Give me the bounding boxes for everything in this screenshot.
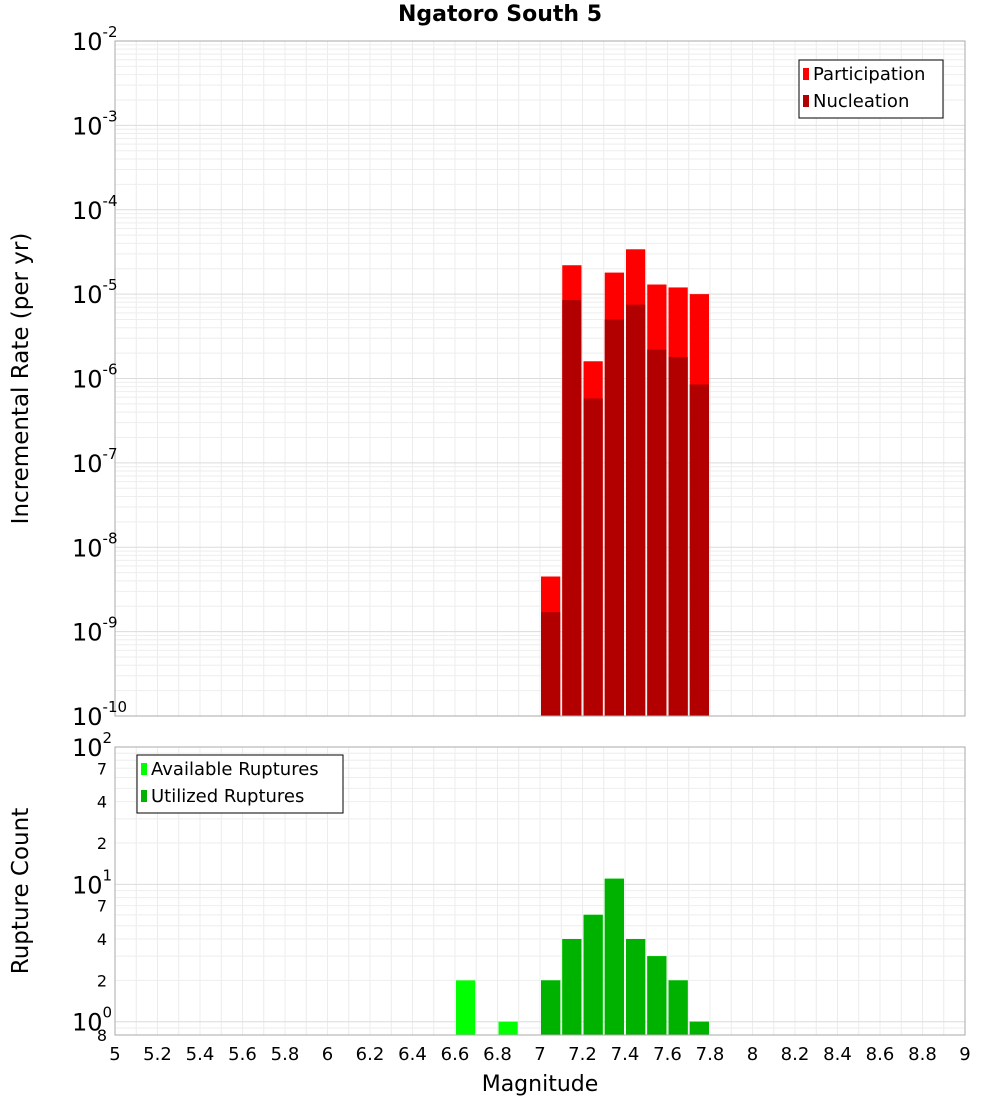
bar-utilized-ruptures <box>647 956 667 1035</box>
y-tick-label: 8 <box>97 1026 107 1045</box>
legend-swatch <box>803 68 809 80</box>
y-axis-label: Rupture Count <box>8 808 34 974</box>
x-tick-label: 9 <box>959 1044 970 1065</box>
legend-label: Participation <box>813 64 925 85</box>
x-tick-label: 8 <box>747 1044 758 1065</box>
y-tick-label: 7 <box>97 759 107 778</box>
x-tick-label: 8.6 <box>866 1044 895 1065</box>
x-tick-label: 8.8 <box>908 1044 937 1065</box>
x-tick-label: 6.4 <box>398 1044 427 1065</box>
y-tick-label: 7 <box>97 897 107 916</box>
y-axis-label: Incremental Rate (per yr) <box>8 233 34 525</box>
plot-border <box>114 40 966 717</box>
bar-nucleation <box>541 612 561 716</box>
plot-border <box>114 746 966 1036</box>
page-title: Ngatoro South 5 <box>397 2 603 27</box>
legend-label: Available Ruptures <box>151 759 319 780</box>
y-tick-label: 2 <box>97 971 107 990</box>
bar-nucleation <box>668 356 688 716</box>
bar-utilized-ruptures <box>604 878 624 1035</box>
bar-nucleation <box>562 300 582 716</box>
y-tick-label: 10-5 <box>72 276 118 309</box>
x-tick-label: 7.6 <box>653 1044 682 1065</box>
bar-utilized-ruptures <box>541 980 561 1035</box>
bar-utilized-ruptures <box>689 1021 709 1035</box>
y-tick-label: 10-7 <box>72 445 118 478</box>
legend-swatch <box>141 763 147 775</box>
rupture-count-panel: Available Ruptures Utilized Ruptures <box>114 746 966 1036</box>
legend-label: Utilized Ruptures <box>151 786 304 807</box>
x-tick-label: 8.2 <box>781 1044 810 1065</box>
legend-swatch <box>141 790 147 802</box>
bar-nucleation <box>626 304 646 716</box>
legend-box <box>798 59 944 119</box>
y-tick-label: 10-8 <box>72 529 118 562</box>
bar-utilized-ruptures <box>562 939 582 1035</box>
x-tick-label: 7.2 <box>568 1044 597 1065</box>
bar-utilized-ruptures <box>668 980 688 1035</box>
y-tick-label: 101 <box>72 866 112 899</box>
x-tick-label: 7.4 <box>611 1044 640 1065</box>
x-tick-label: 6.2 <box>356 1044 385 1065</box>
bar-nucleation <box>689 384 709 716</box>
y-tick-label: 10-9 <box>72 614 118 647</box>
x-tick-label: 7.8 <box>696 1044 725 1065</box>
bar-nucleation <box>583 398 603 716</box>
legend: Participation Nucleation <box>798 59 944 119</box>
y-tick-label: 2 <box>97 834 107 853</box>
legend-label: Nucleation <box>813 91 909 112</box>
x-tick-label: 5.4 <box>186 1044 215 1065</box>
y-tick-label: 100 <box>72 1004 112 1037</box>
bar-nucleation <box>604 319 624 716</box>
y-tick-label: 10-10 <box>72 698 127 731</box>
x-tick-label: 6.8 <box>483 1044 512 1065</box>
y-tick-label: 4 <box>97 793 107 812</box>
x-tick-label: 5.2 <box>143 1044 172 1065</box>
x-tick-label: 7 <box>534 1044 545 1065</box>
legend-swatch <box>803 95 809 107</box>
x-tick-label: 5 <box>109 1044 120 1065</box>
x-tick-label: 5.6 <box>228 1044 257 1065</box>
bar-nucleation <box>647 349 667 716</box>
y-tick-label: 10-4 <box>72 192 118 225</box>
bar-available-ruptures <box>498 1021 518 1035</box>
x-tick-label: 6 <box>322 1044 333 1065</box>
x-axis-label: Magnitude <box>482 1072 599 1097</box>
y-tick-label: 10-3 <box>72 107 118 140</box>
bar-utilized-ruptures <box>626 939 646 1035</box>
x-tick-label: 8.4 <box>823 1044 852 1065</box>
x-tick-label: 5.8 <box>271 1044 300 1065</box>
x-tick-label: 6.6 <box>441 1044 470 1065</box>
y-tick-label: 102 <box>72 729 112 762</box>
legend-box <box>136 754 344 814</box>
bar-utilized-ruptures <box>583 914 603 1035</box>
y-tick-label: 4 <box>97 930 107 949</box>
y-tick-label: 10-6 <box>72 361 118 394</box>
axis-text: 10-10 10-9 10-8 10-7 10-6 10-5 10-4 10-3 10-2 Inc… <box>8 23 971 1097</box>
legend: Available Ruptures Utilized Ruptures <box>136 754 344 814</box>
rate-panel: Participation Nucleation <box>114 40 966 717</box>
y-tick-label: 10-2 <box>72 23 118 56</box>
bar-available-ruptures <box>456 980 476 1035</box>
